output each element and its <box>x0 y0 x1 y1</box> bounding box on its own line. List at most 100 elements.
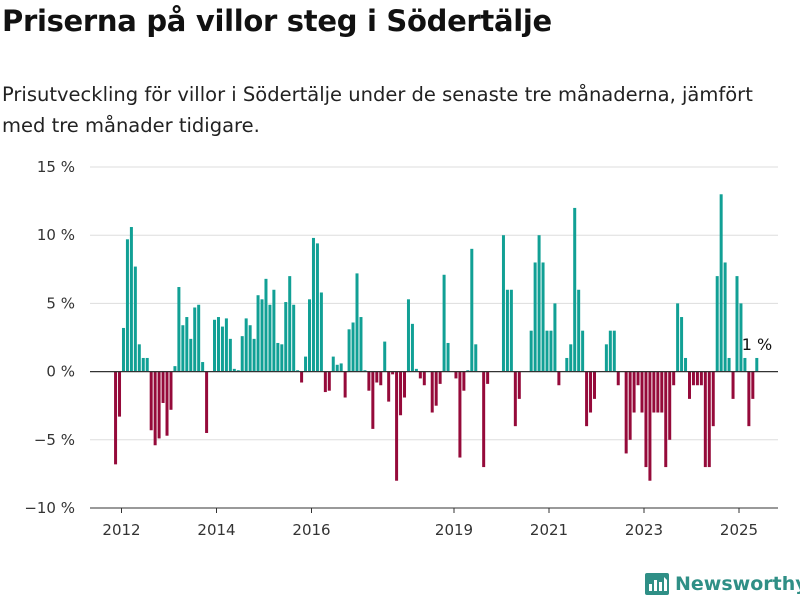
bar <box>482 371 486 468</box>
bar <box>688 371 691 399</box>
bar <box>636 371 640 386</box>
bar <box>284 302 288 372</box>
bar <box>165 371 169 436</box>
bar <box>593 371 596 399</box>
gridlines <box>90 166 778 509</box>
bar <box>121 327 125 372</box>
bar <box>747 371 751 427</box>
bar <box>114 371 118 465</box>
bar <box>300 371 304 383</box>
bar <box>351 322 355 372</box>
bar <box>644 371 648 468</box>
bar <box>260 299 264 372</box>
bar <box>248 325 252 372</box>
bar <box>545 330 549 372</box>
bar <box>699 371 703 386</box>
bar <box>691 371 695 386</box>
bar <box>205 371 209 433</box>
bar <box>410 323 414 372</box>
bar <box>668 371 672 440</box>
bar <box>387 371 391 402</box>
bar <box>505 289 509 372</box>
bar <box>739 303 743 372</box>
bar <box>137 344 141 372</box>
bar <box>466 370 470 372</box>
bar <box>149 371 153 431</box>
bar <box>280 344 284 372</box>
bar <box>573 207 577 372</box>
bar <box>145 357 149 372</box>
x-tick-label: 2023 <box>625 521 663 539</box>
bar <box>676 303 680 372</box>
bar <box>236 370 240 372</box>
x-tick-label: 2014 <box>197 521 235 539</box>
bar <box>185 317 189 372</box>
bar <box>276 342 280 372</box>
axis-labels: 15 % 10 % 5 % 0 % −5 % −10 % 2012 2014 2016 2019 2… <box>24 158 772 539</box>
latest-value-annotation: 1 % <box>742 335 772 354</box>
x-tick-label: 2025 <box>720 521 758 539</box>
bar <box>141 357 145 372</box>
bar <box>395 371 399 481</box>
bar <box>403 371 407 398</box>
bar-series <box>114 194 759 481</box>
bar <box>672 371 676 386</box>
x-tick-label: 2021 <box>530 521 568 539</box>
bar <box>244 318 248 372</box>
bar <box>216 317 220 372</box>
bar <box>755 357 759 372</box>
bar <box>517 371 521 399</box>
bar <box>375 371 379 383</box>
bar <box>327 371 331 391</box>
bar <box>569 344 573 372</box>
bar <box>129 227 133 372</box>
bar <box>553 303 557 372</box>
bar <box>383 341 387 372</box>
bar <box>703 371 707 468</box>
y-tick-label: −5 % <box>34 431 75 449</box>
bar <box>719 194 723 372</box>
bar <box>707 371 711 468</box>
bar <box>363 370 367 372</box>
bar <box>379 371 383 386</box>
bar <box>581 330 585 372</box>
bar <box>304 356 308 372</box>
bar <box>292 304 296 372</box>
chart-title: Priserna på villor steg i Södertälje <box>2 4 552 38</box>
bar <box>743 357 747 372</box>
bar <box>470 248 474 372</box>
bar <box>711 371 715 427</box>
bar <box>153 371 157 446</box>
bar <box>585 371 589 427</box>
y-tick-label: 0 % <box>46 363 75 381</box>
bar <box>264 278 268 372</box>
bar <box>418 371 422 379</box>
bar <box>656 371 660 413</box>
bar <box>537 235 541 372</box>
bar <box>513 371 517 427</box>
bar <box>193 307 197 372</box>
bar <box>664 371 668 468</box>
bar <box>695 371 699 386</box>
y-tick-label: −10 % <box>24 499 75 517</box>
bar <box>177 287 181 372</box>
bar <box>660 371 664 413</box>
bar <box>529 330 533 372</box>
bar <box>608 330 612 372</box>
bar <box>723 262 727 372</box>
bar <box>296 370 300 372</box>
bar <box>256 295 260 372</box>
bar <box>486 371 490 384</box>
bar <box>751 371 755 399</box>
bar <box>391 371 395 375</box>
bar <box>577 289 581 372</box>
bar <box>201 362 205 372</box>
newsworthy-logo-icon <box>645 573 669 595</box>
bar <box>541 262 545 372</box>
bar <box>501 235 505 372</box>
bar <box>323 371 327 393</box>
bar <box>224 318 228 372</box>
bar <box>399 371 403 416</box>
bar <box>474 344 478 372</box>
